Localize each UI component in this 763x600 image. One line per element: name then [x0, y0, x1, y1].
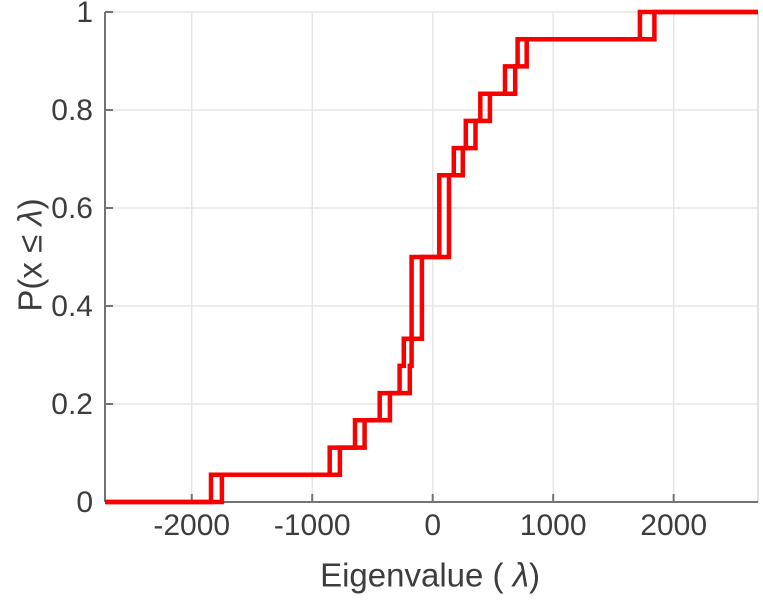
y-tick-label: 0.6 [51, 192, 93, 225]
y-tick-label: 0 [76, 486, 93, 519]
x-tick-label: -1000 [273, 509, 351, 542]
y-axis-label: P(x ≤ λ) [11, 198, 49, 312]
x-tick-label: 1000 [519, 509, 587, 542]
y-tick-label: 0.2 [51, 388, 93, 421]
y-tick-label: 0.4 [51, 290, 93, 323]
x-axis-label: Eigenvalue ( λ) [320, 556, 540, 594]
ecdf-step-curves [105, 9, 758, 505]
y-tick-label: 0.8 [51, 94, 93, 127]
x-tick-label: 2000 [640, 509, 708, 542]
x-tick-label: 0 [424, 509, 442, 542]
ecdf-curve-2 [105, 9, 758, 505]
y-tick-label: 1 [76, 0, 93, 29]
x-tick-label: -2000 [153, 509, 231, 542]
